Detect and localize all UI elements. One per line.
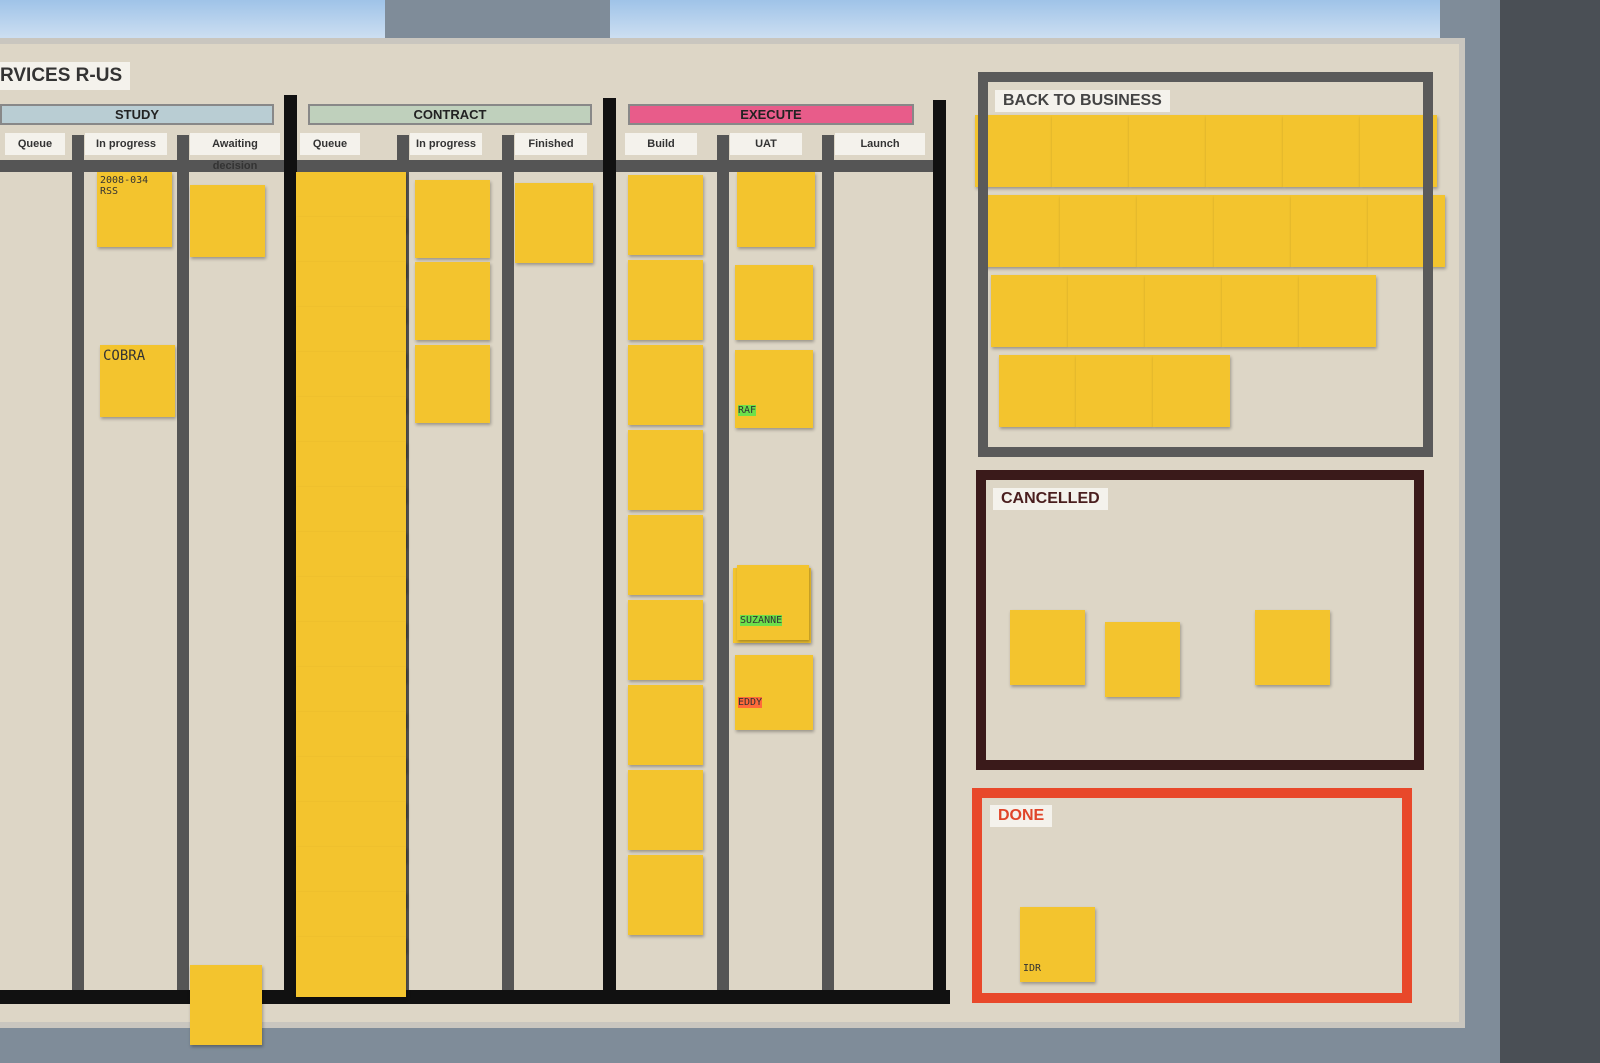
sticky-note[interactable] (1010, 610, 1085, 685)
note-text: EDDY (738, 697, 763, 708)
sticky-note[interactable] (1222, 275, 1299, 347)
sticky-note[interactable] (415, 180, 490, 258)
sticky-note[interactable] (1137, 195, 1214, 267)
sticky-note[interactable] (628, 260, 703, 340)
column-header: Queue (300, 133, 360, 155)
window (610, 0, 1440, 40)
phase-divider (933, 100, 946, 1000)
sticky-note[interactable]: EDDY (735, 655, 813, 730)
sticky-note[interactable] (190, 965, 262, 1045)
sticky-note[interactable] (1068, 275, 1145, 347)
column-header: Launch (835, 133, 925, 155)
sticky-note[interactable] (628, 855, 703, 935)
note-text: IDR (1023, 963, 1042, 974)
sticky-note[interactable] (1052, 115, 1129, 187)
sticky-note[interactable] (1129, 115, 1206, 187)
column-divider (502, 135, 514, 990)
sticky-note[interactable] (628, 345, 703, 425)
sticky-note[interactable] (737, 172, 815, 247)
column-header: In progress (410, 133, 482, 155)
sticky-note[interactable] (628, 175, 703, 255)
sticky-note[interactable]: SUZANNE (737, 565, 809, 640)
sticky-note[interactable] (1299, 275, 1376, 347)
sticky-note[interactable] (1105, 622, 1180, 697)
sticky-note[interactable] (1255, 610, 1330, 685)
column-divider (177, 135, 189, 990)
sticky-note[interactable] (190, 185, 265, 257)
note-text: COBRA (103, 348, 146, 364)
sticky-note[interactable]: COBRA (100, 345, 175, 417)
sticky-note[interactable]: RAF (735, 350, 813, 428)
sticky-note[interactable] (628, 515, 703, 595)
phase-divider (284, 95, 297, 1000)
phase-header-study: STUDY (0, 104, 274, 125)
sticky-note[interactable] (415, 345, 490, 423)
back-to-business-box (978, 72, 1433, 457)
note-text: 2008-034 RSS (100, 175, 149, 197)
lane-header-tape (0, 160, 945, 172)
sticky-note[interactable] (628, 600, 703, 680)
done-title: DONE (990, 805, 1053, 827)
phase-header-contract: CONTRACT (308, 104, 592, 125)
column-divider (717, 135, 729, 990)
column-header: Awaiting decision (190, 133, 280, 172)
column-header: Build (625, 133, 697, 155)
sticky-note[interactable] (628, 430, 703, 510)
sticky-note[interactable] (1153, 355, 1230, 427)
sticky-note[interactable] (415, 262, 490, 340)
board-title: RVICES R-US (0, 62, 130, 90)
window (0, 0, 385, 40)
column-header: In progress (85, 133, 167, 155)
sticky-note[interactable] (1206, 115, 1283, 187)
sticky-note[interactable]: 2008-034 RSS (97, 172, 172, 247)
note-text: SUZANNE (740, 615, 783, 626)
column-header: Finished (515, 133, 587, 155)
back-to-business-title: BACK TO BUSINESS (995, 90, 1170, 112)
phase-divider (603, 98, 616, 1000)
sticky-note[interactable] (735, 265, 813, 340)
column-header: UAT (730, 133, 802, 155)
sticky-note[interactable] (1283, 115, 1360, 187)
column-divider (822, 135, 834, 990)
note-text: RAF (738, 405, 757, 416)
sticky-note[interactable] (515, 183, 593, 263)
sticky-note[interactable] (296, 937, 406, 997)
sticky-note[interactable]: IDR (1020, 907, 1095, 982)
sticky-note[interactable] (1060, 195, 1137, 267)
column-header: Queue (5, 133, 65, 155)
sticky-note[interactable] (1214, 195, 1291, 267)
board-bottom-tape (0, 990, 950, 1004)
sticky-note[interactable] (1291, 195, 1368, 267)
cancelled-title: CANCELLED (993, 488, 1108, 510)
blinds (1500, 0, 1600, 1063)
sticky-note[interactable] (1076, 355, 1153, 427)
column-divider (72, 135, 84, 990)
phase-header-execute: EXECUTE (628, 104, 914, 125)
sticky-note[interactable] (1145, 275, 1222, 347)
sticky-note[interactable] (983, 195, 1060, 267)
sticky-note[interactable] (628, 770, 703, 850)
cancelled-box (976, 470, 1424, 770)
sticky-note[interactable] (999, 355, 1076, 427)
done-box (972, 788, 1412, 1003)
sticky-note[interactable] (628, 685, 703, 765)
sticky-note[interactable] (991, 275, 1068, 347)
